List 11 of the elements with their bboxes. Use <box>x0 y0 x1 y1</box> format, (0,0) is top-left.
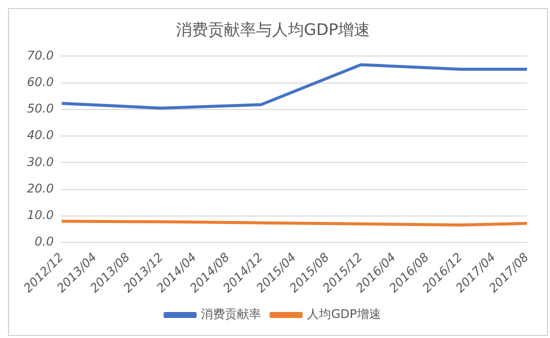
y-tick-label: 0.0 <box>34 234 54 249</box>
y-tick-label: 70.0 <box>27 48 54 62</box>
y-tick-label: 20.0 <box>27 181 54 196</box>
legend-label: 消费贡献率 <box>201 307 262 322</box>
legend-label: 人均GDP增速 <box>307 307 381 322</box>
chart-title: 消费贡献率与人均GDP增速 <box>176 20 370 39</box>
y-tick-label: 30.0 <box>27 154 54 169</box>
y-tick-label: 60.0 <box>27 74 54 89</box>
y-tick-label: 10.0 <box>27 208 54 222</box>
y-tick-label: 40.0 <box>27 128 54 142</box>
y-tick-label: 50.0 <box>27 102 54 116</box>
